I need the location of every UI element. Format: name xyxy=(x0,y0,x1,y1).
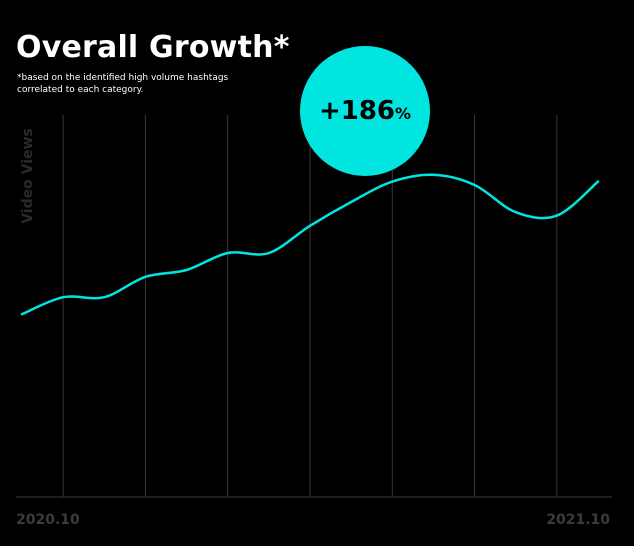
growth-value: +186% xyxy=(319,96,411,126)
growth-badge: +186% xyxy=(300,46,430,176)
series-line xyxy=(20,173,600,316)
gridlines xyxy=(62,115,558,497)
chart-title: Overall Growth* xyxy=(16,30,290,65)
subtitle-line-1: *based on the identified high volume has… xyxy=(17,73,229,83)
series-layer xyxy=(20,173,600,316)
chart-subtitle: *based on the identified high volume has… xyxy=(17,72,337,96)
growth-unit: % xyxy=(395,104,412,123)
x-tick-label-end: 2021.10 xyxy=(546,512,610,528)
x-tick-label-start: 2020.10 xyxy=(16,512,80,528)
growth-number: +186 xyxy=(318,96,396,126)
subtitle-line-2: correlated to each category. xyxy=(17,85,144,95)
